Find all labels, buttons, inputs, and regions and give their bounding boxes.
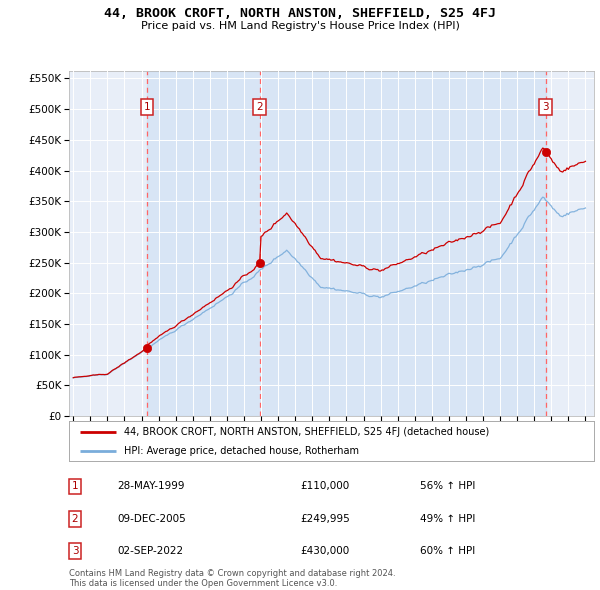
Text: 3: 3 [71,546,79,556]
Text: 56% ↑ HPI: 56% ↑ HPI [420,481,475,491]
Text: 1: 1 [144,102,151,112]
Text: Price paid vs. HM Land Registry's House Price Index (HPI): Price paid vs. HM Land Registry's House … [140,21,460,31]
Text: Contains HM Land Registry data © Crown copyright and database right 2024.
This d: Contains HM Land Registry data © Crown c… [69,569,395,588]
Bar [147,71,545,416]
Text: 49% ↑ HPI: 49% ↑ HPI [420,514,475,524]
Text: 44, BROOK CROFT, NORTH ANSTON, SHEFFIELD, S25 4FJ: 44, BROOK CROFT, NORTH ANSTON, SHEFFIELD… [104,7,496,20]
Text: £249,995: £249,995 [300,514,350,524]
Text: 2: 2 [71,514,79,524]
Text: £430,000: £430,000 [300,546,349,556]
Text: 1: 1 [71,481,79,491]
Text: 09-DEC-2005: 09-DEC-2005 [117,514,186,524]
Text: £110,000: £110,000 [300,481,349,491]
Text: 2: 2 [256,102,263,112]
Text: 28-MAY-1999: 28-MAY-1999 [117,481,185,491]
Text: HPI: Average price, detached house, Rotherham: HPI: Average price, detached house, Roth… [124,446,359,456]
Text: 3: 3 [542,102,549,112]
Text: 02-SEP-2022: 02-SEP-2022 [117,546,183,556]
Text: 60% ↑ HPI: 60% ↑ HPI [420,546,475,556]
Text: 44, BROOK CROFT, NORTH ANSTON, SHEFFIELD, S25 4FJ (detached house): 44, BROOK CROFT, NORTH ANSTON, SHEFFIELD… [124,428,490,438]
